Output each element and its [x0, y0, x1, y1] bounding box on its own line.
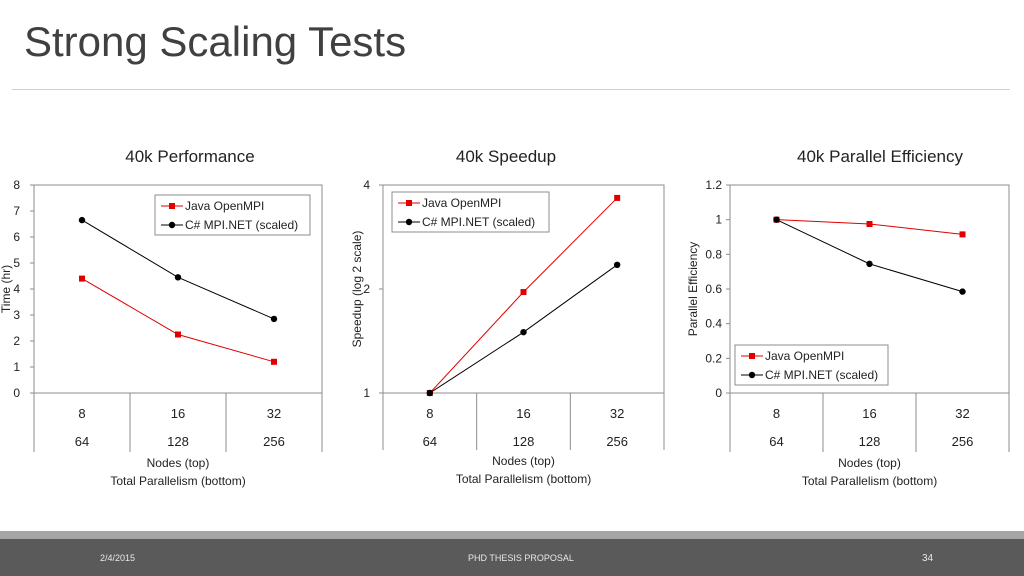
chart2-y-tick-label: 1 — [363, 386, 370, 400]
title-divider — [12, 89, 1010, 90]
chart1-y-tick-label: 1 — [13, 360, 20, 374]
chart2-legend-label: C# MPI.NET (scaled) — [422, 215, 535, 229]
footer-date: 2/4/2015 — [100, 553, 136, 563]
chart2-x-bottom-label: 64 — [423, 434, 437, 449]
chart1-series-line — [81, 278, 275, 363]
chart2-x-bottom-label: 128 — [513, 434, 535, 449]
chart3-x-axis-label: Nodes (top) — [838, 456, 901, 470]
chart1-point — [174, 274, 182, 281]
chart3-series-line — [776, 219, 963, 293]
chart3-legend-label: C# MPI.NET (scaled) — [765, 368, 878, 382]
chart1-legend-label: Java OpenMPI — [185, 199, 264, 213]
chart3-y-tick-label: 0.2 — [705, 351, 722, 365]
chart3-point — [866, 260, 873, 268]
chart1-point — [79, 275, 85, 282]
chart1-y-tick-label: 2 — [13, 334, 20, 348]
chart1-x-axis-label: Total Parallelism (bottom) — [110, 474, 245, 488]
chart2-point — [520, 289, 527, 296]
chart1-x-axis-label: Nodes (top) — [147, 456, 210, 470]
chart3-legend-label: Java OpenMPI — [765, 349, 844, 363]
chart3-y-tick-label: 0.4 — [705, 317, 722, 331]
chart3-point — [959, 288, 966, 295]
chart3-point — [959, 231, 966, 238]
chart3-y-tick-label: 0.6 — [705, 282, 722, 296]
chart1-x-top-label: 8 — [78, 406, 85, 421]
chart2-legend-label: Java OpenMPI — [422, 196, 501, 210]
chart2-series-line — [429, 264, 618, 394]
footer-bar: 2/4/2015 PHD THESIS PROPOSAL 34 — [0, 539, 1024, 576]
chart3-x-bottom-label: 256 — [952, 434, 974, 449]
chart2-point — [613, 261, 621, 269]
chart1-legend — [154, 194, 311, 236]
chart1-y-axis-label: Time (hr) — [0, 265, 13, 313]
chart3-y-tick-label: 1.2 — [705, 178, 722, 192]
charts-area: 40k Performance 0 1 2 3 4 5 6 7 8 Time (hr) 8 16 32 64… — [0, 147, 1010, 488]
chart2-x-axis-label: Total Parallelism (bottom) — [456, 472, 591, 486]
chart2-y-axis-label: Speedup (log 2 scale) — [350, 231, 364, 348]
chart3-y-tick-label: 0 — [715, 386, 722, 400]
chart3-x-bottom-label: 64 — [769, 434, 783, 449]
chart3-x-top-label: 16 — [862, 406, 876, 421]
chart1-x-bottom-label: 64 — [75, 434, 89, 449]
chart1-x-bottom-label: 128 — [167, 434, 189, 449]
chart3-title: 40k Parallel Efficiency — [797, 147, 963, 166]
slide-title: Strong Scaling Tests — [24, 18, 407, 65]
chart3-legend-marker — [749, 353, 755, 359]
footer-page-number: 34 — [922, 553, 934, 564]
chart2-point — [426, 389, 434, 397]
chart3-x-top-label: 32 — [955, 406, 969, 421]
chart3-x-axis-label: Total Parallelism (bottom) — [802, 474, 937, 488]
chart3-point — [866, 221, 873, 227]
chart3-legend-marker — [748, 371, 756, 379]
chart1-x-top-label: 32 — [267, 406, 281, 421]
chart2-x-top-label: 16 — [516, 406, 530, 421]
chart1-y-tick-label: 3 — [13, 308, 20, 322]
chart2-x-bottom-label: 256 — [606, 434, 628, 449]
chart1-point — [78, 216, 86, 224]
chart1-y-tick-label: 7 — [13, 204, 20, 218]
chart2-legend-marker — [406, 200, 412, 206]
chart3-point — [773, 216, 780, 223]
chart2-point — [520, 328, 527, 336]
chart2-x-top-label: 32 — [610, 406, 624, 421]
chart2-legend-marker — [405, 218, 413, 226]
chart1-x-top-label: 16 — [171, 406, 185, 421]
chart2-x-top-label: 8 — [426, 406, 433, 421]
chart2-x-axis-label: Nodes (top) — [492, 454, 555, 468]
chart3-y-axis-label: Parallel Efficiency — [686, 242, 700, 337]
chart1-legend-label: C# MPI.NET (scaled) — [185, 218, 298, 232]
chart1-legend-marker — [168, 221, 176, 229]
chart3-legend — [734, 344, 889, 386]
chart1-x-bottom-label: 256 — [263, 434, 285, 449]
chart1-y-tick-label: 0 — [13, 386, 20, 400]
chart2-legend — [391, 191, 550, 233]
chart2-y-tick-label: 2 — [363, 282, 370, 296]
chart1-y-tick-label: 6 — [13, 230, 20, 244]
chart1-point — [175, 331, 181, 338]
chart1-y-tick-label: 8 — [13, 178, 20, 192]
chart1-legend-marker — [169, 203, 175, 209]
chart3-x-top-label: 8 — [773, 406, 780, 421]
chart2-point — [614, 194, 621, 201]
chart1-y-tick-label: 4 — [13, 282, 20, 296]
chart1-title: 40k Performance — [125, 147, 254, 166]
footer-center-text: PHD THESIS PROPOSAL — [468, 553, 574, 563]
footer-stripe — [0, 531, 1024, 539]
chart1-y-tick-label: 5 — [13, 256, 20, 270]
chart2-y-tick-label: 4 — [363, 178, 370, 192]
chart2-title: 40k Speedup — [456, 147, 556, 166]
chart1-point — [271, 358, 277, 365]
chart3-y-tick-label: 1 — [715, 213, 722, 227]
chart3-y-tick-label: 0.8 — [705, 247, 722, 261]
chart3-x-bottom-label: 128 — [859, 434, 881, 449]
chart1-point — [270, 315, 278, 323]
